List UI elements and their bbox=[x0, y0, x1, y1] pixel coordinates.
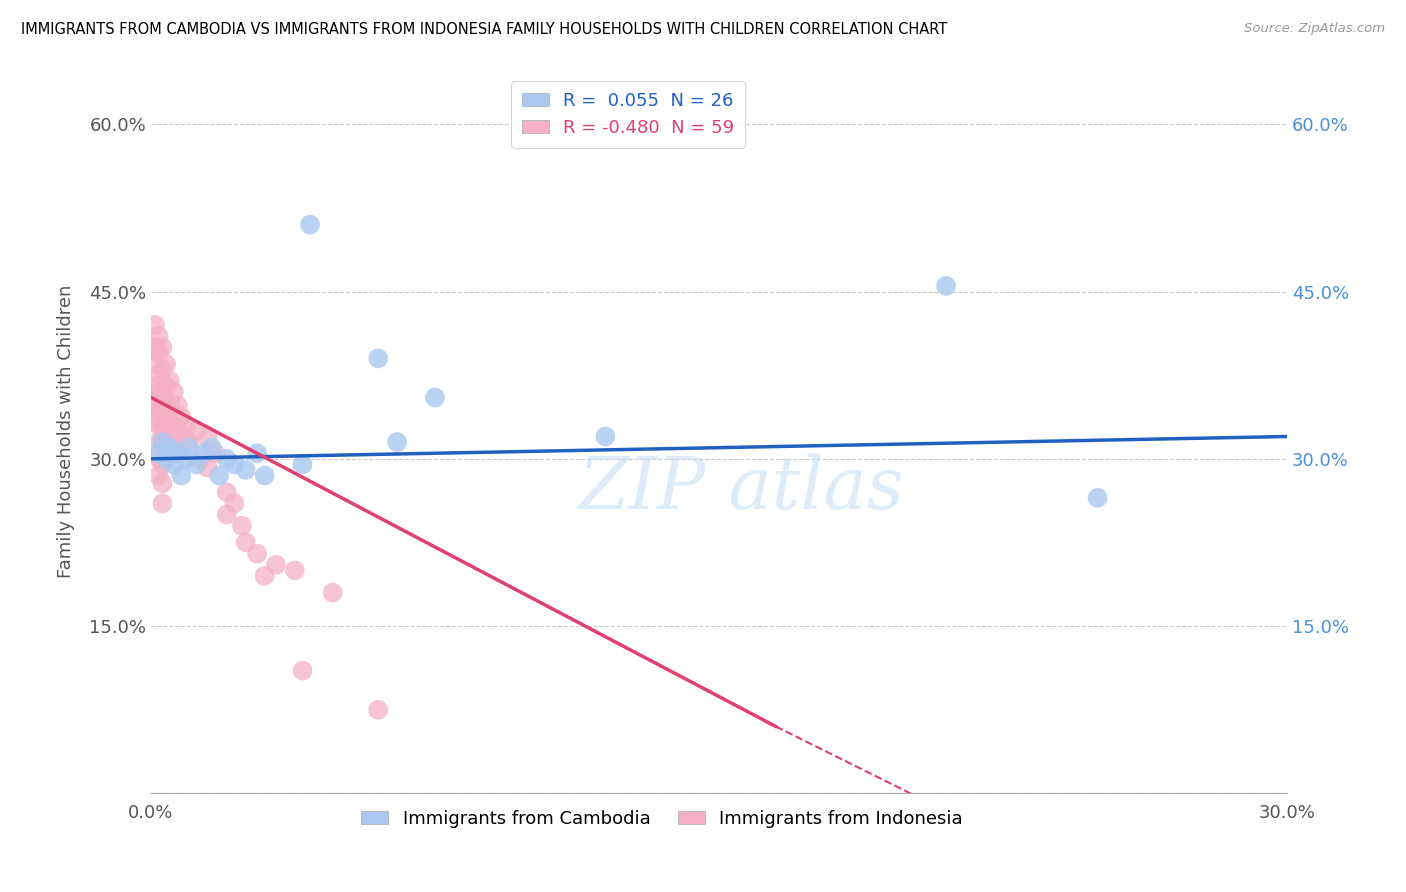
Point bbox=[166, 446, 188, 460]
Point bbox=[143, 379, 166, 393]
Point bbox=[186, 458, 208, 472]
Point bbox=[159, 374, 181, 388]
Point bbox=[148, 435, 170, 450]
Legend: Immigrants from Cambodia, Immigrants from Indonesia: Immigrants from Cambodia, Immigrants fro… bbox=[354, 803, 970, 835]
Point bbox=[152, 362, 174, 376]
Point bbox=[152, 496, 174, 510]
Point bbox=[231, 518, 253, 533]
Point bbox=[215, 485, 238, 500]
Point bbox=[367, 351, 389, 366]
Point bbox=[246, 547, 269, 561]
Point bbox=[148, 468, 170, 483]
Point bbox=[148, 329, 170, 343]
Point bbox=[148, 368, 170, 383]
Point bbox=[159, 396, 181, 410]
Point bbox=[291, 458, 314, 472]
Point bbox=[186, 424, 208, 438]
Point bbox=[155, 451, 177, 466]
Point bbox=[197, 460, 219, 475]
Point bbox=[423, 391, 446, 405]
Point bbox=[253, 468, 276, 483]
Point bbox=[148, 401, 170, 416]
Point bbox=[155, 398, 177, 412]
Point bbox=[170, 409, 193, 424]
Point bbox=[177, 441, 200, 455]
Point bbox=[224, 458, 246, 472]
Point bbox=[174, 451, 197, 466]
Point bbox=[166, 398, 188, 412]
Point bbox=[215, 508, 238, 522]
Point bbox=[152, 458, 174, 472]
Point bbox=[177, 435, 200, 450]
Point bbox=[152, 384, 174, 399]
Point bbox=[253, 569, 276, 583]
Point bbox=[152, 476, 174, 491]
Point bbox=[159, 435, 181, 450]
Point bbox=[235, 463, 257, 477]
Point bbox=[201, 441, 224, 455]
Point bbox=[188, 451, 211, 466]
Point bbox=[148, 418, 170, 433]
Point bbox=[159, 416, 181, 430]
Point bbox=[163, 384, 186, 399]
Point bbox=[152, 438, 174, 452]
Point bbox=[152, 340, 174, 354]
Point bbox=[163, 429, 186, 443]
Point bbox=[197, 432, 219, 446]
Point bbox=[264, 558, 287, 572]
Point bbox=[143, 413, 166, 427]
Point bbox=[143, 396, 166, 410]
Y-axis label: Family Households with Children: Family Households with Children bbox=[58, 285, 75, 578]
Point bbox=[148, 451, 170, 466]
Point bbox=[148, 384, 170, 399]
Point bbox=[193, 446, 215, 460]
Point bbox=[215, 451, 238, 466]
Point bbox=[155, 379, 177, 393]
Text: ZIP atlas: ZIP atlas bbox=[579, 454, 904, 524]
Point bbox=[208, 468, 231, 483]
Text: Source: ZipAtlas.com: Source: ZipAtlas.com bbox=[1244, 22, 1385, 36]
Point bbox=[143, 318, 166, 332]
Text: IMMIGRANTS FROM CAMBODIA VS IMMIGRANTS FROM INDONESIA FAMILY HOUSEHOLDS WITH CHI: IMMIGRANTS FROM CAMBODIA VS IMMIGRANTS F… bbox=[21, 22, 948, 37]
Point bbox=[170, 432, 193, 446]
Point bbox=[174, 420, 197, 434]
Point bbox=[148, 346, 170, 360]
Point bbox=[291, 664, 314, 678]
Point bbox=[143, 340, 166, 354]
Point bbox=[155, 357, 177, 371]
Point bbox=[155, 418, 177, 433]
Point bbox=[367, 703, 389, 717]
Point bbox=[163, 407, 186, 421]
Point bbox=[155, 438, 177, 452]
Point bbox=[148, 446, 170, 460]
Point bbox=[224, 496, 246, 510]
Point bbox=[152, 420, 174, 434]
Point bbox=[204, 446, 226, 460]
Point bbox=[163, 458, 186, 472]
Point bbox=[299, 218, 322, 232]
Point bbox=[159, 441, 181, 455]
Point bbox=[1087, 491, 1109, 505]
Point bbox=[166, 420, 188, 434]
Point bbox=[152, 401, 174, 416]
Point bbox=[152, 435, 174, 450]
Point bbox=[385, 435, 408, 450]
Point bbox=[235, 535, 257, 549]
Point bbox=[935, 279, 957, 293]
Point bbox=[170, 468, 193, 483]
Point bbox=[143, 357, 166, 371]
Point bbox=[322, 585, 344, 599]
Point bbox=[595, 429, 617, 443]
Point bbox=[284, 563, 307, 577]
Point bbox=[246, 446, 269, 460]
